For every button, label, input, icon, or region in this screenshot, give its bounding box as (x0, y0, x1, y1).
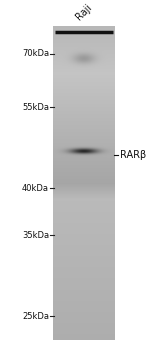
Text: Raji: Raji (74, 2, 94, 22)
Text: 70kDa: 70kDa (22, 49, 49, 58)
Text: 25kDa: 25kDa (22, 312, 49, 321)
Text: RARβ: RARβ (120, 150, 147, 160)
Text: 40kDa: 40kDa (22, 184, 49, 193)
Text: 55kDa: 55kDa (22, 103, 49, 112)
Text: 35kDa: 35kDa (22, 231, 49, 240)
